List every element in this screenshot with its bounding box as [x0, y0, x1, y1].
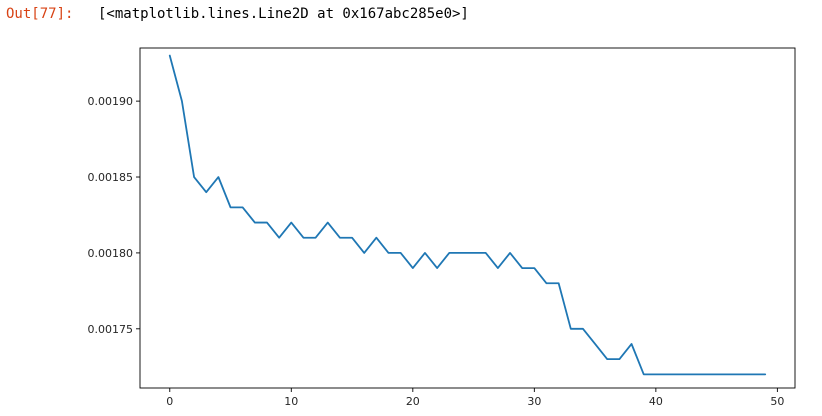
y-tick-label: 0.00185 — [88, 171, 134, 184]
series-points — [169, 55, 766, 375]
output-prompt: Out[77]: — [6, 6, 74, 22]
y-tick-label: 0.00180 — [88, 247, 134, 260]
output-repr-text: [<matplotlib.lines.Line2D at 0x167abc285… — [98, 6, 469, 22]
x-tick-label: 20 — [406, 395, 420, 408]
series-line — [168, 54, 767, 376]
x-tick-label: 50 — [770, 395, 784, 408]
y-axis-ticks: 0.00175 0.00180 0.00185 0.00190 — [88, 95, 140, 336]
x-tick-label: 30 — [527, 395, 541, 408]
x-axis-ticks: 0 10 20 30 40 50 — [166, 388, 784, 408]
x-tick-label: 10 — [284, 395, 298, 408]
y-tick-label: 0.00190 — [88, 95, 134, 108]
plot-frame — [139, 47, 796, 389]
x-tick-label: 0 — [166, 395, 173, 408]
y-tick-label: 0.00175 — [88, 323, 134, 336]
x-tick-label: 40 — [649, 395, 663, 408]
